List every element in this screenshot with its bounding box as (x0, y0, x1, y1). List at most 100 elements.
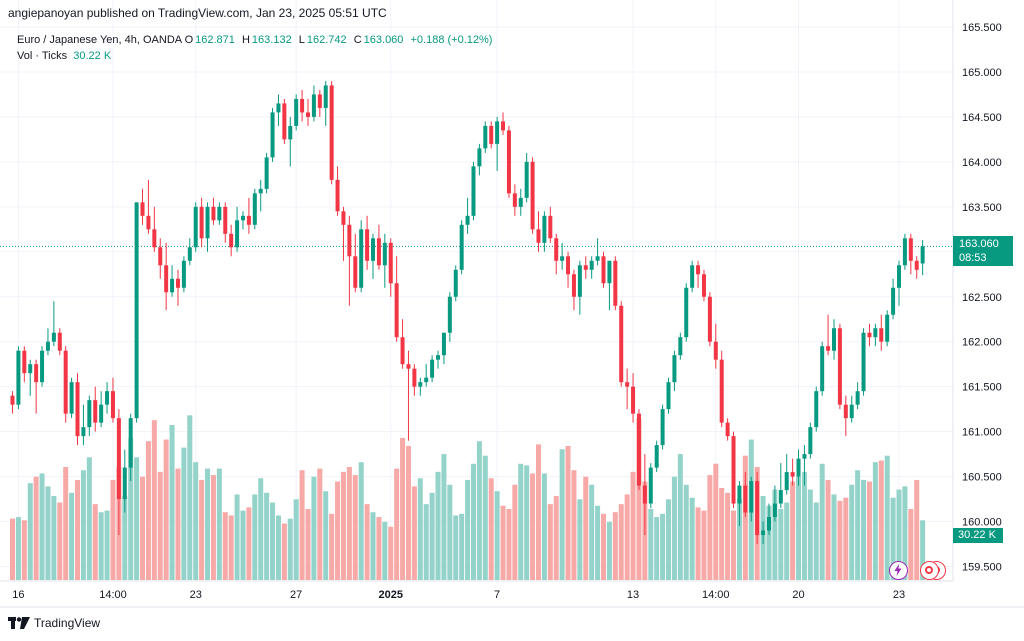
candle-body (105, 391, 110, 405)
time-tick-label: 13 (627, 589, 639, 601)
candle-body (264, 157, 269, 189)
volume-bar (559, 449, 565, 580)
price-tick-label: 160.500 (962, 472, 1002, 484)
volume-bar (831, 494, 837, 580)
candle-body (489, 125, 494, 144)
volume-bar (482, 455, 488, 580)
price-tick-label: 162.500 (962, 292, 1002, 304)
price-axis[interactable]: 165.500 165.000 164.500 164.000 163.500 163.0… (962, 22, 1002, 574)
volume-bar (518, 463, 524, 580)
volume-bar (169, 425, 175, 580)
candle-body (802, 454, 807, 459)
candle-body (837, 328, 842, 405)
volume-bar (358, 462, 364, 580)
candle-body (524, 161, 529, 198)
volume-bar (39, 473, 45, 580)
volume-bar (547, 504, 553, 580)
candle-body (826, 346, 831, 351)
volume-bar (305, 508, 311, 580)
candle-body (128, 418, 133, 468)
price-tick-label: 165.500 (962, 22, 1002, 34)
price-tick-label: 164.500 (962, 112, 1002, 124)
volume-bar (618, 504, 624, 580)
candle-body (873, 328, 878, 338)
volume-bar (801, 471, 807, 580)
volume-bar (376, 517, 382, 580)
candle-body (530, 161, 535, 230)
price-tick-label: 165.000 (962, 67, 1002, 79)
volume-bar (411, 486, 417, 580)
volume-bar (293, 499, 299, 580)
candle-body (187, 247, 192, 261)
candle-body (436, 355, 441, 360)
candle-body (536, 229, 541, 243)
last-price-value: 163.060 (959, 238, 999, 250)
candle-body (483, 125, 488, 149)
candle-body (22, 350, 27, 374)
volume-bar (778, 508, 784, 580)
volume-bar (736, 499, 742, 580)
candle-body (784, 472, 789, 491)
volume-bar (234, 494, 240, 580)
volume-bar (222, 512, 228, 580)
symbol-legend[interactable]: Euro / Japanese Yen, 4h, OANDA O 162.871 … (17, 34, 492, 46)
candle-body (34, 364, 39, 383)
candle-body (217, 206, 222, 221)
candle-body (418, 382, 423, 387)
candle-body (506, 130, 511, 194)
volume-bar (565, 446, 571, 580)
volume-bar (589, 484, 595, 580)
volume-bar (660, 513, 666, 580)
candle-body (725, 422, 730, 437)
time-tick-label: 14:00 (99, 589, 127, 601)
volume-bar (27, 483, 33, 580)
close-label: C (353, 34, 362, 46)
candle-body (660, 409, 665, 446)
candle-body (317, 94, 322, 108)
volume-bar (10, 518, 15, 580)
symbol-name[interactable]: Euro / Japanese Yen, 4h, OANDA (17, 34, 182, 46)
candle-body (459, 224, 464, 270)
candle-body (199, 206, 204, 239)
candle-body (430, 359, 435, 378)
volume-bar (465, 479, 471, 580)
candle-body (382, 242, 387, 266)
time-axis[interactable]: 16 14:00 23 27 2025 7 13 14:00 20 23 (12, 589, 905, 601)
volume-bar (157, 471, 163, 580)
volume-bar (33, 476, 39, 580)
candle-body (400, 337, 405, 365)
candle-body (341, 211, 346, 225)
candle-body (749, 481, 754, 513)
candle-body (808, 427, 813, 455)
candle-body (211, 206, 216, 221)
volume-bar (80, 470, 86, 580)
time-tick-label: 16 (12, 589, 24, 601)
volume-bar (340, 471, 346, 580)
volume-bar (429, 492, 435, 580)
candle-body (170, 278, 175, 293)
volume-bar (258, 478, 264, 580)
candle-body (258, 188, 263, 194)
lightning-icon[interactable] (889, 561, 908, 580)
volume-legend[interactable]: Vol · Ticks 30.22 K (17, 50, 111, 62)
candle-body (879, 328, 884, 342)
volume-bar (441, 454, 447, 580)
candle-body (246, 215, 251, 225)
tradingview-logo[interactable]: TradingView (8, 616, 100, 630)
brand-name: TradingView (34, 616, 101, 630)
candle-body (566, 256, 571, 275)
volume-bar (890, 497, 896, 580)
candle-body (648, 467, 653, 504)
candle-body (701, 274, 706, 297)
low-label: L (298, 34, 305, 46)
candle-body (424, 377, 429, 383)
volume-bar (819, 463, 825, 580)
volume-label[interactable]: Vol · Ticks (17, 50, 68, 62)
volume-bar (210, 475, 216, 580)
volume-bar (388, 526, 394, 580)
candle-body (181, 260, 186, 288)
price-tick-label: 160.000 (962, 517, 1002, 529)
volume-bar (417, 478, 423, 580)
candle-body (365, 229, 370, 261)
